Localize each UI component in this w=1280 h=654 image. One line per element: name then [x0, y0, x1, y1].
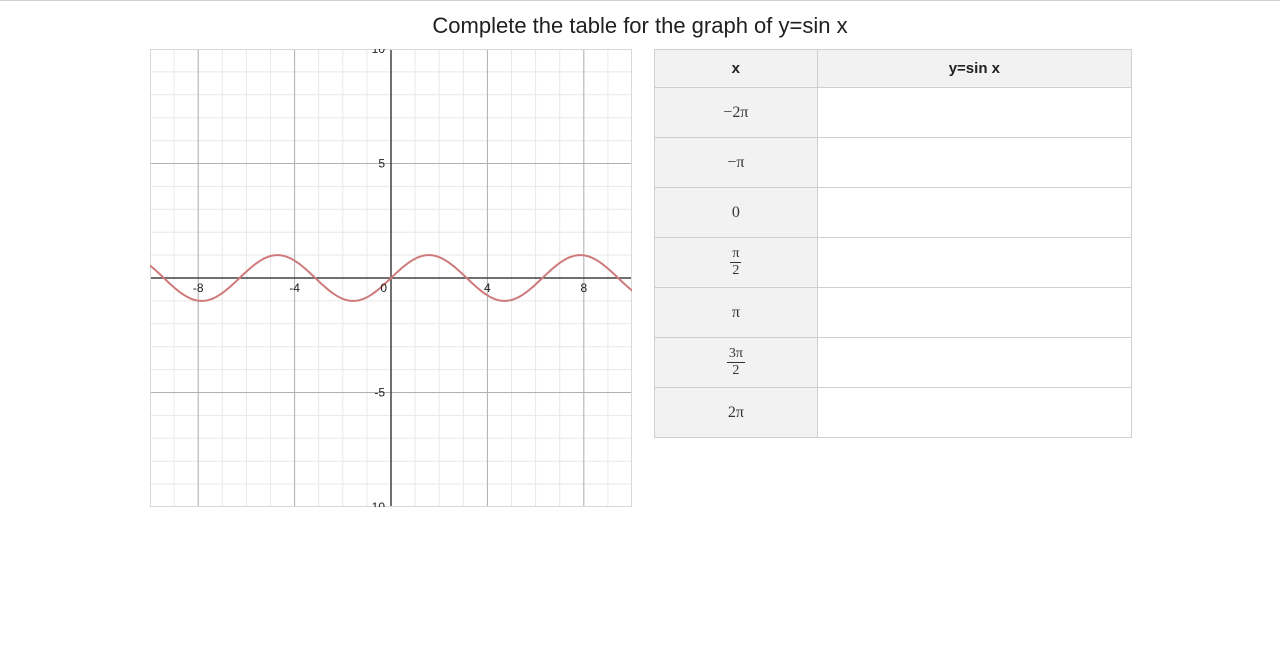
- svg-text:-10: -10: [368, 500, 386, 507]
- svg-text:-5: -5: [374, 386, 385, 400]
- table-row: 0: [655, 188, 1132, 238]
- x-cell: −π: [655, 138, 818, 188]
- page: Complete the table for the graph of y=si…: [0, 1, 1280, 507]
- value-table-wrap: x y=sin x −2π−π0π2π3π22π: [654, 49, 1132, 438]
- sine-chart: -8 -4 0 4 8 -10 -5 5 10: [150, 49, 632, 507]
- y-cell[interactable]: [817, 238, 1131, 288]
- svg-text:-4: -4: [289, 281, 300, 295]
- x-cell: −2π: [655, 88, 818, 138]
- chart-svg: -8 -4 0 4 8 -10 -5 5 10: [150, 49, 632, 507]
- svg-text:5: 5: [378, 157, 385, 171]
- col-header-x: x: [655, 50, 818, 88]
- page-title: Complete the table for the graph of y=si…: [0, 13, 1280, 39]
- y-cell[interactable]: [817, 338, 1131, 388]
- y-cell[interactable]: [817, 88, 1131, 138]
- table-row: 3π2: [655, 338, 1132, 388]
- x-cell: π2: [655, 238, 818, 288]
- x-cell: 2π: [655, 388, 818, 438]
- table-row: −2π: [655, 88, 1132, 138]
- svg-text:0: 0: [380, 281, 387, 295]
- value-table: x y=sin x −2π−π0π2π3π22π: [654, 49, 1132, 438]
- x-cell: π: [655, 288, 818, 338]
- y-cell[interactable]: [817, 388, 1131, 438]
- svg-text:-8: -8: [193, 281, 204, 295]
- table-row: π: [655, 288, 1132, 338]
- table-header-row: x y=sin x: [655, 50, 1132, 88]
- svg-text:8: 8: [580, 281, 587, 295]
- y-cell[interactable]: [817, 138, 1131, 188]
- x-cell: 3π2: [655, 338, 818, 388]
- y-cell[interactable]: [817, 188, 1131, 238]
- table-row: π2: [655, 238, 1132, 288]
- svg-text:10: 10: [372, 49, 386, 56]
- svg-text:4: 4: [484, 281, 491, 295]
- content-row: -8-4048-10-5510 x y=sin x −2π−π0π2π3π22π: [0, 49, 1280, 507]
- table-row: 2π: [655, 388, 1132, 438]
- col-header-y: y=sin x: [817, 50, 1131, 88]
- x-cell: 0: [655, 188, 818, 238]
- y-cell[interactable]: [817, 288, 1131, 338]
- table-row: −π: [655, 138, 1132, 188]
